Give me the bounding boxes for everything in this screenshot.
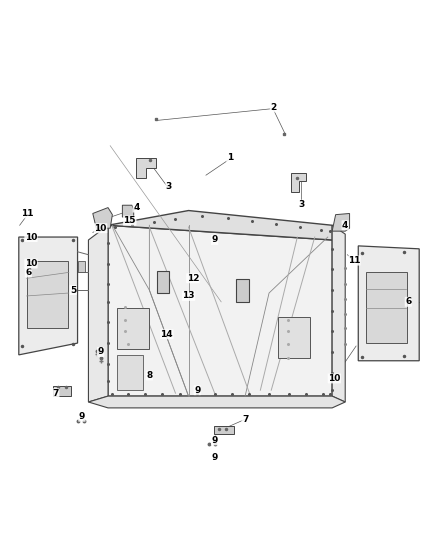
Text: 10: 10 xyxy=(25,259,37,268)
Polygon shape xyxy=(19,237,78,355)
Text: 9: 9 xyxy=(97,348,104,357)
Polygon shape xyxy=(78,261,85,272)
Text: 4: 4 xyxy=(133,203,139,212)
FancyBboxPatch shape xyxy=(117,355,143,390)
FancyBboxPatch shape xyxy=(27,261,68,328)
Text: 9: 9 xyxy=(212,236,218,245)
Polygon shape xyxy=(291,173,306,192)
Text: 10: 10 xyxy=(328,374,340,383)
Text: 10: 10 xyxy=(95,224,107,233)
Polygon shape xyxy=(88,396,345,408)
FancyBboxPatch shape xyxy=(278,317,311,358)
Text: 8: 8 xyxy=(146,371,152,380)
Polygon shape xyxy=(53,385,71,396)
FancyBboxPatch shape xyxy=(237,279,249,302)
Polygon shape xyxy=(136,158,156,178)
Text: 11: 11 xyxy=(21,209,34,218)
FancyBboxPatch shape xyxy=(157,271,170,293)
FancyBboxPatch shape xyxy=(366,272,407,343)
Text: 5: 5 xyxy=(70,286,76,295)
Polygon shape xyxy=(88,225,108,402)
Text: 6: 6 xyxy=(405,297,411,306)
Text: 9: 9 xyxy=(79,412,85,421)
FancyBboxPatch shape xyxy=(117,308,149,349)
Text: 6: 6 xyxy=(25,268,32,277)
Text: 9: 9 xyxy=(212,454,218,463)
Polygon shape xyxy=(214,425,234,434)
Polygon shape xyxy=(122,205,134,217)
Text: 9: 9 xyxy=(194,386,201,395)
Text: 12: 12 xyxy=(187,274,199,283)
Polygon shape xyxy=(332,214,350,231)
Text: 3: 3 xyxy=(166,182,172,191)
Text: 9: 9 xyxy=(212,436,218,445)
Text: 3: 3 xyxy=(299,200,305,209)
Text: 10: 10 xyxy=(25,232,37,241)
Polygon shape xyxy=(358,246,419,361)
Polygon shape xyxy=(108,211,332,240)
Text: 7: 7 xyxy=(242,415,248,424)
Polygon shape xyxy=(332,225,345,402)
Text: 14: 14 xyxy=(160,330,173,339)
Text: 2: 2 xyxy=(270,103,276,112)
Text: 15: 15 xyxy=(124,216,136,225)
Text: 4: 4 xyxy=(342,221,348,230)
Text: 13: 13 xyxy=(182,292,195,301)
Text: 7: 7 xyxy=(53,389,59,398)
Polygon shape xyxy=(93,207,113,228)
Text: 1: 1 xyxy=(227,153,233,162)
Polygon shape xyxy=(108,225,332,396)
Text: 11: 11 xyxy=(348,256,360,265)
